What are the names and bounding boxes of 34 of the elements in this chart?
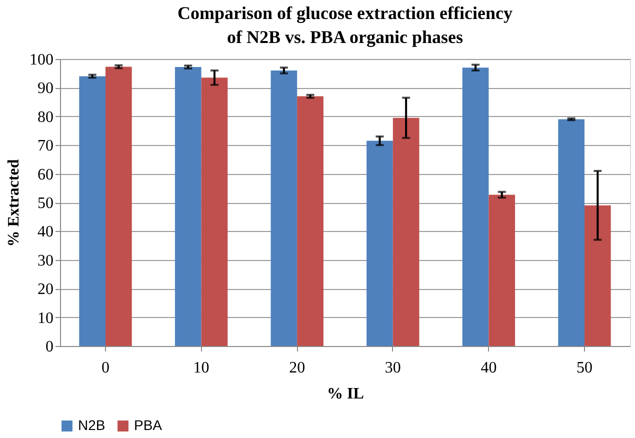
bar bbox=[79, 76, 106, 346]
y-tick-label: 40 bbox=[38, 224, 54, 241]
x-axis-title: % IL bbox=[327, 386, 364, 402]
bar bbox=[488, 194, 516, 346]
bar bbox=[558, 119, 584, 346]
bar bbox=[106, 66, 132, 346]
x-tick-label: 30 bbox=[384, 360, 401, 376]
y-tick-label: 60 bbox=[38, 166, 54, 184]
y-tick-label: 10 bbox=[38, 310, 54, 327]
bar bbox=[174, 67, 202, 346]
y-tick-label: 100 bbox=[30, 52, 54, 68]
y-tick-label: 30 bbox=[38, 252, 54, 270]
bar bbox=[297, 96, 324, 346]
bar bbox=[584, 205, 611, 346]
x-tick-label: 40 bbox=[480, 360, 497, 376]
y-tick-label: 50 bbox=[38, 195, 54, 212]
bar bbox=[366, 140, 393, 346]
bar bbox=[201, 78, 228, 346]
chart-title: Comparison of glucose extraction efficiency of N2B vs. PBA organic phases bbox=[178, 3, 512, 47]
y-tick-label: 70 bbox=[38, 138, 54, 155]
legend-label: PBA bbox=[134, 417, 163, 433]
x-tick-label: 0 bbox=[102, 360, 110, 376]
bar bbox=[392, 118, 420, 346]
legend-label: N2B bbox=[78, 417, 106, 433]
x-tick-label: 10 bbox=[193, 360, 210, 376]
bar bbox=[270, 70, 298, 346]
bar bbox=[462, 68, 489, 346]
y-tick-label: 0 bbox=[46, 338, 54, 356]
x-tick-label: 50 bbox=[576, 360, 592, 376]
y-tick-label: 20 bbox=[38, 281, 54, 298]
y-tick-label: 80 bbox=[38, 108, 54, 126]
y-tick-label: 90 bbox=[38, 80, 54, 98]
x-tick-label: 20 bbox=[289, 360, 306, 376]
y-axis-title: % Extracted bbox=[6, 159, 22, 247]
